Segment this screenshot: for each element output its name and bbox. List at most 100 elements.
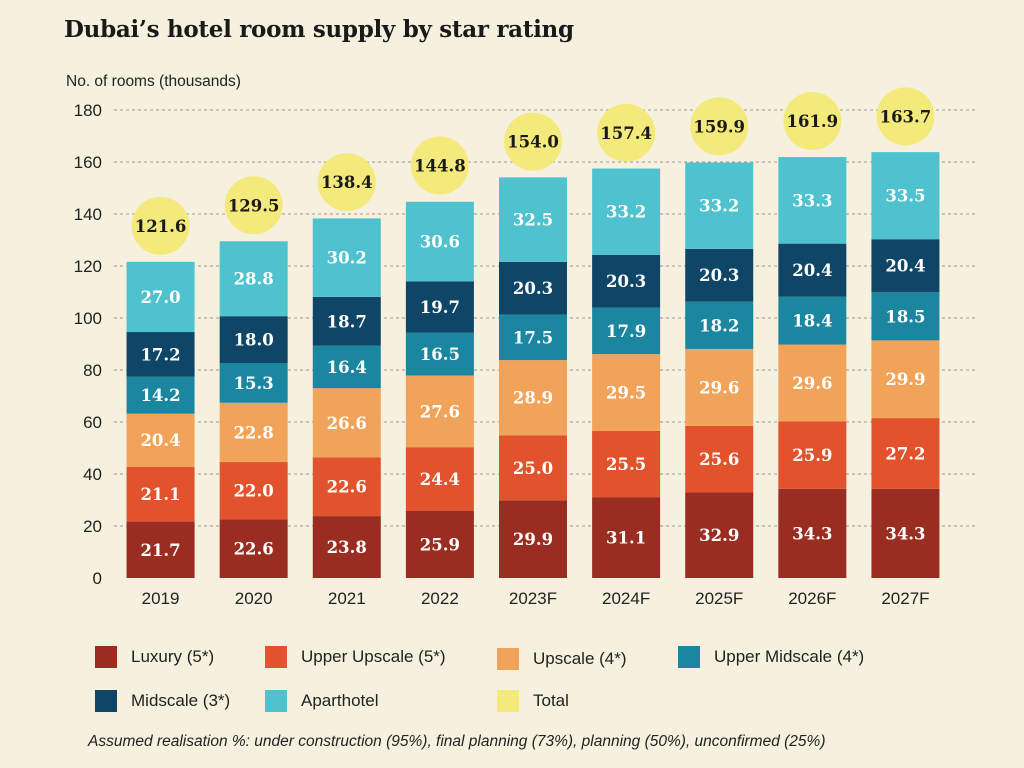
data-label: 17.5	[513, 328, 553, 347]
y-tick-label: 80	[83, 361, 102, 380]
bar-segment-midscale	[126, 332, 195, 377]
bar-segment-upper-midscale	[405, 332, 474, 376]
total-label: 157.4	[600, 124, 652, 143]
data-label: 34.3	[792, 524, 832, 543]
data-label: 15.3	[234, 374, 274, 393]
bar-segment-upscale	[685, 348, 754, 426]
data-label: 34.3	[885, 524, 925, 543]
legend-label: Midscale (3*)	[131, 691, 231, 710]
data-label: 16.5	[420, 345, 460, 364]
x-tick-label: 2021	[328, 589, 366, 608]
x-tick-label: 2024F	[602, 589, 650, 608]
legend-swatch	[497, 690, 519, 712]
bar-segment-upscale	[219, 402, 288, 463]
bar-segment-aparthotel	[871, 152, 940, 240]
total-bubble	[783, 92, 842, 151]
data-label: 18.0	[234, 331, 274, 350]
legend-swatch	[497, 648, 519, 670]
data-label: 18.7	[327, 312, 367, 331]
bar-segment-luxury	[126, 521, 195, 578]
data-label: 28.8	[234, 270, 274, 289]
stacked-bar-chart: No. of rooms (thousands) 0 20 40 60 80 100 120 1…	[66, 73, 976, 608]
total-label: 154.0	[507, 133, 559, 152]
bar-segment-upper-upscale	[592, 430, 661, 498]
data-label: 27.2	[885, 444, 925, 463]
y-tick-label: 0	[93, 569, 102, 588]
total-label: 159.9	[693, 117, 745, 136]
bar-segment-upscale	[592, 354, 661, 431]
total-bubble	[690, 97, 749, 156]
bar-segment-upper-midscale	[499, 314, 567, 361]
bar-segment-midscale	[405, 281, 474, 333]
data-label: 29.9	[513, 530, 553, 549]
y-tick-label: 160	[74, 153, 102, 172]
data-label: 28.9	[513, 389, 553, 408]
data-label: 20.4	[885, 257, 925, 276]
data-label: 20.3	[699, 266, 739, 285]
bar-segment-upscale	[312, 388, 381, 458]
data-label: 18.5	[885, 307, 925, 326]
y-tick-label: 60	[83, 413, 102, 432]
bar-segment-midscale	[219, 316, 288, 363]
y-tick-label: 180	[74, 101, 102, 120]
x-tick-label: 2023F	[509, 589, 557, 608]
total-bubble	[597, 103, 656, 162]
bar-segment-aparthotel	[405, 201, 474, 282]
data-label: 29.5	[606, 383, 646, 402]
data-label: 25.6	[699, 450, 739, 469]
legend-swatch	[265, 646, 287, 668]
bar-segment-upper-upscale	[778, 421, 847, 489]
data-label: 21.1	[140, 485, 180, 504]
data-label: 25.0	[513, 459, 553, 478]
y-tick-label: 120	[74, 257, 102, 276]
bar-segment-upscale	[405, 375, 474, 448]
data-label: 33.2	[606, 203, 646, 222]
bar-segment-luxury	[871, 488, 940, 578]
data-label: 18.2	[699, 316, 739, 335]
legend-item-aparthotel: Aparthotel	[265, 690, 379, 712]
bar-segment-aparthotel	[312, 218, 381, 297]
data-label: 19.7	[420, 298, 460, 317]
total-label: 144.8	[414, 157, 466, 176]
y-axis-label: No. of rooms (thousands)	[66, 73, 241, 90]
x-tick-label: 2020	[235, 589, 273, 608]
data-label: 20.3	[513, 279, 553, 298]
data-label: 23.8	[327, 538, 367, 557]
legend-swatch	[265, 690, 287, 712]
legend-item-upper-upscale: Upper Upscale (5*)	[265, 646, 446, 668]
x-tick-label: 2025F	[695, 589, 743, 608]
bar-segment-aparthotel	[592, 168, 661, 255]
bar-segment-upscale	[499, 360, 567, 436]
bar-segment-luxury	[405, 510, 474, 578]
bar-segment-midscale	[592, 254, 661, 308]
total-bubble	[317, 153, 376, 212]
bar-segment-aparthotel	[126, 261, 195, 333]
bar-segment-aparthotel	[778, 157, 847, 244]
bar-segment-upscale	[871, 340, 940, 419]
bar-segment-aparthotel	[219, 241, 288, 317]
bar-segment-aparthotel	[685, 162, 754, 249]
legend-label: Total	[533, 691, 569, 710]
bar-segment-luxury	[499, 500, 567, 578]
legend-item-total: Total	[497, 690, 569, 712]
legend-item-upscale: Upscale (4*)	[497, 648, 627, 670]
data-label: 22.6	[234, 540, 274, 559]
total-bubble	[131, 196, 190, 255]
data-label: 30.2	[327, 249, 367, 268]
total-label: 163.7	[880, 107, 932, 126]
bar-segment-upscale	[126, 413, 195, 467]
bar-segment-luxury	[592, 497, 661, 578]
data-label: 27.6	[420, 402, 460, 421]
bar-segment-upper-midscale	[685, 301, 754, 349]
legend-label: Aparthotel	[301, 691, 379, 710]
legend-label: Upper Midscale (4*)	[714, 647, 865, 666]
legend-item-midscale: Midscale (3*)	[95, 690, 230, 712]
data-label: 21.7	[140, 541, 180, 560]
bar-segment-upper-upscale	[312, 457, 381, 517]
legend-label: Luxury (5*)	[131, 647, 215, 666]
data-label: 17.2	[140, 345, 180, 364]
legend-item-luxury: Luxury (5*)	[95, 646, 214, 668]
data-label: 31.1	[606, 529, 646, 548]
bar-segment-upper-midscale	[312, 345, 381, 389]
legend-swatch	[95, 690, 117, 712]
